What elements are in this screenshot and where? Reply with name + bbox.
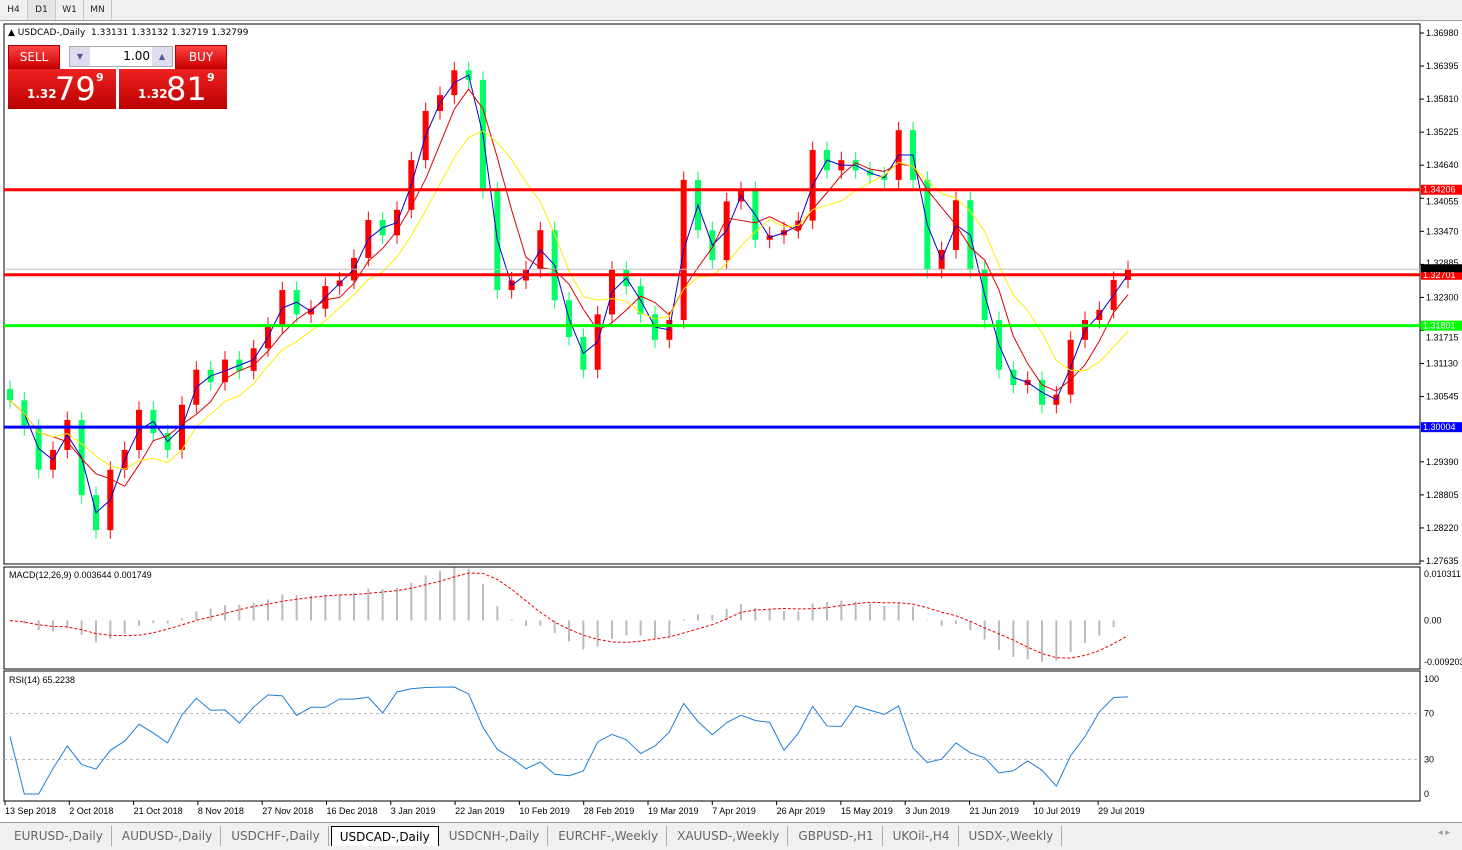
x-tick-label: 3 Jan 2019 [391,806,436,816]
rsi-axis-label: 100 [1424,674,1439,684]
rsi-panel [3,670,1421,802]
increase-lot-icon[interactable]: ▲ [152,47,172,66]
buy-price-big: 81 [166,70,207,108]
line-price-label: 1.31801 [1423,321,1456,331]
y-tick-label: 1.31715 [1426,333,1459,343]
x-tick-label: 28 Feb 2019 [584,806,635,816]
x-tick-label: 10 Feb 2019 [519,806,570,816]
y-tick-label: 1.32300 [1426,292,1459,302]
current-price-label [1421,264,1462,273]
x-tick-label: 27 Nov 2018 [262,806,313,816]
y-tick-label: 1.35225 [1426,127,1459,137]
buy-price-sup: 9 [207,71,215,84]
chart-tab[interactable]: XAUUSD-,Weekly [669,826,789,846]
timeframe-h4[interactable]: H4 [0,0,28,20]
macd-signal-line [9,572,1129,659]
rsi-axis-label: 70 [1424,709,1434,719]
rsi-line [9,686,1129,795]
chart-tabs: EURUSD-,Daily AUDUSD-,Daily USDCHF-,Daily U… [0,822,1462,850]
y-tick-label: 1.29390 [1426,457,1459,467]
sell-price-button[interactable]: 1.32 79 9 [8,69,116,109]
ma-fast-line [9,74,1129,514]
macd-label: MACD(12,26,9) 0.003644 0.001749 [9,570,152,580]
y-tick-label: 1.35810 [1426,94,1459,104]
y-tick-label: 1.32885 [1426,258,1459,268]
y-tick-label: 1.30545 [1426,392,1459,402]
ohlc-values: 1.33131 1.33132 1.32719 1.32799 [91,28,249,38]
chart-tab[interactable]: AUDUSD-,Daily [114,826,222,846]
chart-title: ▲ USDCAD-,Daily 1.33131 1.33132 1.32719 … [8,28,249,38]
main-panel [3,23,1421,565]
sell-price-prefix: 1.32 [27,87,57,101]
chart-tab[interactable]: EURUSD-,Daily [6,826,112,846]
x-tick-label: 29 Jul 2019 [1098,806,1145,816]
line-price-label: 1.32701 [1423,270,1456,280]
symbol-label: USDCAD-,Daily [17,28,86,38]
macd-axis-label: 0.00 [1424,615,1442,625]
x-tick-label: 16 Dec 2018 [327,806,378,816]
one-click-trading-panel: SELL ▼ 1.00 ▲ BUY 1.32 79 9 1.32 81 9 [8,45,227,109]
rsi-axis-label: 0 [1424,789,1429,799]
y-tick-label: 1.34055 [1426,197,1459,207]
chart-tab[interactable]: EURCHF-,Weekly [550,826,668,846]
chart-tab[interactable]: UKOil-,H4 [885,826,959,846]
x-tick-label: 15 May 2019 [841,806,893,816]
timeframe-d1[interactable]: D1 [28,0,56,20]
decrease-lot-icon[interactable]: ▼ [70,47,90,66]
candle-body [7,388,13,401]
tab-scroll-arrows-icon[interactable]: ◂ ▸ [1438,828,1450,838]
x-tick-label: 26 Apr 2019 [777,806,826,816]
y-tick-label: 1.28220 [1426,523,1459,533]
timeframe-toolbar: H4 D1 W1 MN [0,0,1462,21]
buy-button[interactable]: BUY [175,45,227,69]
y-tick-label: 1.28805 [1426,490,1459,500]
y-tick-label: 1.34640 [1426,160,1459,170]
x-tick-label: 22 Jan 2019 [455,806,505,816]
line-price-label: 1.30004 [1423,422,1456,432]
y-tick-label: 1.36395 [1426,61,1459,71]
x-tick-label: 2 Oct 2018 [69,806,113,816]
x-tick-label: 8 Nov 2018 [198,806,244,816]
chart-tab[interactable]: USDX-,Weekly [961,826,1063,846]
line-price-label-bg [1421,184,1462,195]
sell-price-sup: 9 [96,71,104,84]
buy-price-button[interactable]: 1.32 81 9 [119,69,227,109]
y-tick-label: 1.31130 [1426,359,1458,369]
macd-axis-label: 0.010311 [1424,569,1461,579]
buy-price-prefix: 1.32 [138,87,168,101]
line-price-label: 1.34206 [1423,185,1456,195]
y-tick-label: 1.33470 [1426,226,1459,236]
x-tick-label: 3 Jun 2019 [905,806,950,816]
timeframe-mn[interactable]: MN [84,0,112,20]
line-price-label-bg [1421,422,1462,433]
x-tick-label: 19 Mar 2019 [648,806,699,816]
x-tick-label: 13 Sep 2018 [5,806,56,816]
line-price-label-bg [1421,269,1462,280]
chart-tab[interactable]: USDCHF-,Daily [223,826,329,846]
lot-value[interactable]: 1.00 [123,49,150,63]
rsi-axis-label: 30 [1424,755,1434,765]
x-tick-label: 10 Jul 2019 [1034,806,1081,816]
sell-button[interactable]: SELL [8,45,60,69]
line-price-label-bg [1421,320,1462,331]
x-tick-label: 21 Jun 2019 [970,806,1020,816]
lot-size-input[interactable]: ▼ 1.00 ▲ [69,46,173,67]
chart-tab[interactable]: USDCNH-,Daily [441,826,549,846]
rsi-label: RSI(14) 65.2238 [9,675,75,685]
x-tick-label: 7 Apr 2019 [712,806,756,816]
ma-mid-line [9,88,1129,487]
chart-tab[interactable]: GBPUSD-,H1 [790,826,883,846]
y-tick-label: 1.27635 [1426,556,1459,566]
y-tick-label: 1.36980 [1426,28,1459,38]
x-tick-label: 21 Oct 2018 [134,806,183,816]
timeframe-w1[interactable]: W1 [56,0,84,20]
sell-price-big: 79 [55,70,96,108]
macd-axis-label: -0.009203 [1424,657,1462,667]
chart-tab[interactable]: USDCAD-,Daily [330,826,439,846]
